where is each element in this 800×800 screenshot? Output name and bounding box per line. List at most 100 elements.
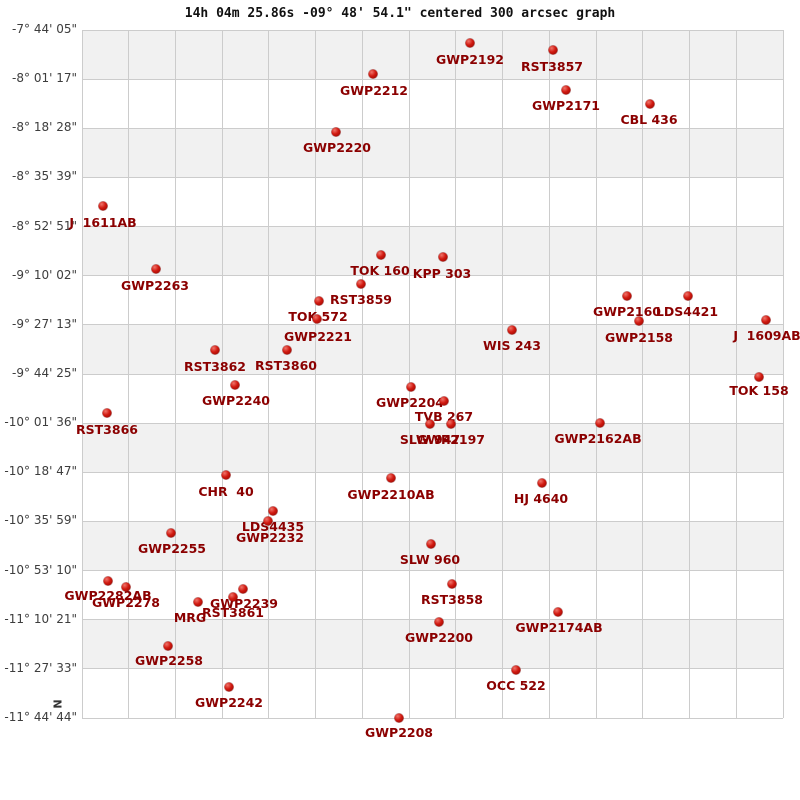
star-point xyxy=(683,291,693,301)
star-label: HJ 4640 xyxy=(513,490,569,506)
row-band xyxy=(82,324,783,374)
star-label: GWP2158 xyxy=(605,329,673,345)
v-gridline xyxy=(782,30,784,718)
y-tick-label: -9° 27' 13" xyxy=(12,316,77,331)
star-label: GWP2197 xyxy=(417,431,485,447)
v-gridline xyxy=(174,30,176,718)
star-point xyxy=(151,264,161,274)
h-gridline xyxy=(82,520,783,522)
star-point xyxy=(98,201,108,211)
star-point xyxy=(434,617,444,627)
star-label: GWP2160 xyxy=(593,303,661,319)
y-tick-label: -11° 10' 21" xyxy=(4,611,77,626)
star-point xyxy=(425,419,435,429)
y-tick-label: -8° 52' 51" xyxy=(12,218,77,233)
row-band xyxy=(82,423,783,473)
star-label: GWP2255 xyxy=(138,540,206,556)
star-point xyxy=(754,372,764,382)
v-gridline xyxy=(595,30,597,718)
h-gridline xyxy=(82,373,783,375)
star-label: LDS4421 xyxy=(655,303,719,319)
star-point xyxy=(507,325,517,335)
v-gridline xyxy=(502,30,504,718)
y-tick-label: -10° 35' 59" xyxy=(4,513,77,528)
star-point xyxy=(511,665,521,675)
v-gridline xyxy=(408,30,410,718)
star-label: GWP2239 xyxy=(210,595,278,611)
v-gridline xyxy=(548,30,550,718)
star-point xyxy=(561,85,571,95)
star-point xyxy=(368,69,378,79)
star-label: TVB 267 xyxy=(414,408,474,424)
v-gridline xyxy=(689,30,691,718)
star-label: GWP2208 xyxy=(365,724,433,740)
star-point xyxy=(163,641,173,651)
star-label: GWP2210AB xyxy=(347,486,435,502)
star-label: RST3857 xyxy=(521,58,583,74)
star-label: TOK 160 xyxy=(350,262,410,278)
row-band xyxy=(82,30,783,80)
y-tick-label: -10° 01' 36" xyxy=(4,415,77,430)
star-label: CBL 436 xyxy=(620,111,678,127)
star-label: SLW 960 xyxy=(399,551,461,567)
star-label: OCC 522 xyxy=(486,677,546,693)
star-point xyxy=(121,582,131,592)
y-tick-label: -11° 44' 44" xyxy=(4,710,77,724)
star-label: TOK 158 xyxy=(729,382,789,398)
star-point xyxy=(102,408,112,418)
star-label: GWP2171 xyxy=(532,97,600,113)
star-point xyxy=(761,315,771,325)
star-label: GWP2204 xyxy=(376,394,444,410)
star-label: GWP2221 xyxy=(284,328,352,344)
star-label: GWP2242 xyxy=(195,694,263,710)
star-point xyxy=(394,713,404,723)
h-gridline xyxy=(82,275,783,277)
star-point xyxy=(331,127,341,137)
star-label: RST3858 xyxy=(421,591,483,607)
star-label: LDS4435 xyxy=(241,518,305,534)
star-label: GWP2192 xyxy=(436,51,504,67)
star-point xyxy=(406,382,416,392)
star-point xyxy=(386,473,396,483)
v-gridline xyxy=(735,30,737,718)
star-point xyxy=(166,528,176,538)
star-point xyxy=(595,418,605,428)
star-point xyxy=(553,607,563,617)
star-point xyxy=(314,296,324,306)
star-label: GWP2278 xyxy=(92,594,160,610)
star-point xyxy=(465,38,475,48)
star-point xyxy=(537,478,547,488)
h-gridline xyxy=(82,570,783,572)
y-tick-label: -10° 53' 10" xyxy=(4,562,77,577)
star-label: RST3860 xyxy=(255,357,317,373)
star-point xyxy=(426,539,436,549)
star-point xyxy=(438,252,448,262)
star-point xyxy=(228,592,238,602)
h-gridline xyxy=(82,619,783,621)
star-label: RST3866 xyxy=(76,421,138,437)
star-label: CHR 40 xyxy=(198,483,254,499)
h-gridline xyxy=(82,717,783,719)
chart-title: 14h 04m 25.86s -09° 48' 54.1" centered 3… xyxy=(184,6,616,21)
star-label: GWP2263 xyxy=(121,277,189,293)
star-point xyxy=(210,345,220,355)
star-point xyxy=(263,516,273,526)
v-gridline xyxy=(361,30,363,718)
star-label: GWP2212 xyxy=(340,82,408,98)
y-tick-label: -10° 18' 47" xyxy=(4,464,77,479)
star-point xyxy=(356,279,366,289)
star-label: GWP2282AB xyxy=(64,587,152,603)
v-gridline xyxy=(642,30,644,718)
h-gridline xyxy=(82,324,783,326)
star-label: GWP2200 xyxy=(405,629,473,645)
star-point xyxy=(221,470,231,480)
star-label: GWP2232 xyxy=(236,529,304,545)
star-label: GWP2240 xyxy=(202,392,270,408)
star-point xyxy=(439,396,449,406)
y-tick-label: -7° 44' 05" xyxy=(12,22,77,36)
star-label: RST3859 xyxy=(330,291,392,307)
y-tick-label: -9° 44' 25" xyxy=(12,366,77,380)
row-band xyxy=(82,619,783,669)
h-gridline xyxy=(82,176,783,178)
